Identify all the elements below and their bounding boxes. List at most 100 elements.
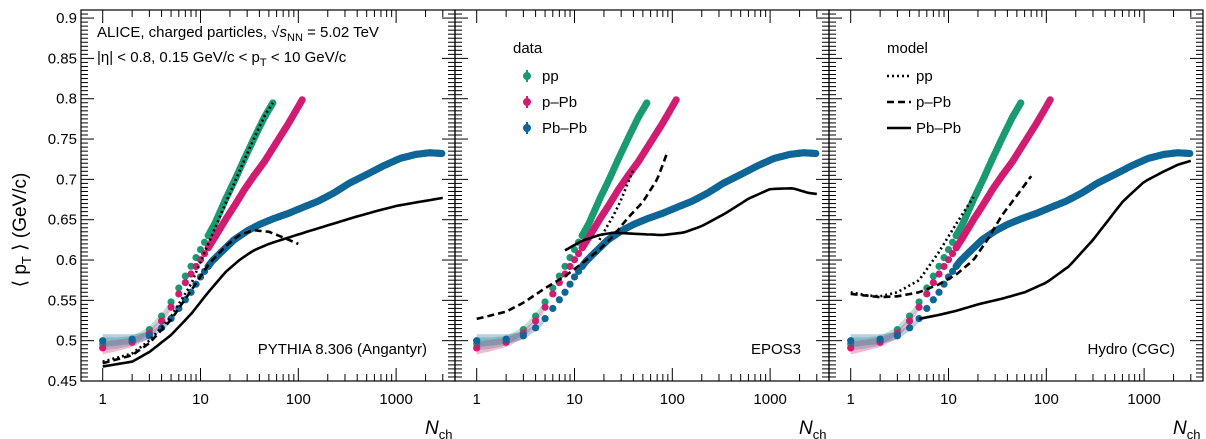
data-point-pp	[1017, 99, 1025, 107]
data-point-p–Pb	[940, 262, 948, 271]
data-point-pp	[181, 272, 189, 280]
x-axis-label: Nch	[1173, 418, 1200, 439]
data-point-Pb–Pb	[948, 267, 957, 275]
model-curve-p–Pb	[850, 175, 1033, 299]
data-point-Pb–Pb	[935, 288, 943, 296]
legend-label: Pb–Pb	[916, 120, 961, 137]
model-curve-Pb–Pb	[564, 186, 817, 252]
data-point-p–Pb	[157, 317, 166, 325]
x-axis-label-sub: ch	[439, 427, 453, 439]
model-curve-p–Pb	[476, 150, 670, 321]
x-axis-label: Nch	[799, 418, 826, 439]
x-tick-label: 1000	[379, 391, 412, 408]
panel-frame	[454, 9, 830, 382]
data-point-p–Pb	[549, 290, 557, 298]
legend-label: pp	[916, 68, 933, 85]
legend-model-title: model	[887, 40, 928, 57]
x-axis-label-sub: ch	[813, 427, 827, 439]
data-point-pp	[541, 298, 549, 306]
legend-label: p–Pb	[542, 94, 577, 111]
x-tick-label: 10	[192, 391, 209, 408]
data-point-Pb–Pb	[847, 337, 855, 345]
data-point-Pb–Pb	[531, 324, 540, 332]
uncertainty-band-pp	[102, 299, 172, 351]
data-point-Pb–Pb	[438, 149, 446, 158]
panel-label: PYTHIA 8.306 (Angantyr)	[258, 341, 427, 358]
uncertainty-band-pp	[476, 299, 546, 351]
y-tick-label: 0.85	[48, 50, 77, 67]
data-point-p–Pb	[574, 249, 583, 258]
uncertainty-band-Pb–Pb	[476, 316, 546, 348]
data-point-Pb–Pb	[541, 315, 549, 323]
uncertainty-band-p–Pb	[850, 304, 920, 355]
data-point-Pb–Pb	[570, 273, 579, 281]
model-curve-pp	[102, 102, 275, 363]
data-point-p–Pb	[167, 303, 175, 311]
data-point-Pb–Pb	[128, 335, 136, 343]
y-tick-label: 0.75	[48, 131, 77, 148]
data-point-Pb–Pb	[99, 337, 107, 345]
data-point-Pb–Pb	[519, 332, 527, 340]
data-point-Pb–Pb	[561, 288, 569, 296]
legend-marker	[523, 72, 531, 80]
data-point-p–Pb	[298, 96, 306, 104]
data-point-p–Pb	[541, 303, 549, 311]
data-point-p–Pb	[905, 317, 914, 325]
data-point-pp	[929, 272, 937, 280]
legend-marker	[523, 98, 531, 106]
legend-data-title: data	[513, 40, 543, 57]
data-point-Pb–Pb	[876, 335, 884, 343]
uncertainty-band-Pb–Pb	[850, 316, 920, 348]
x-tick-label: 1000	[1127, 391, 1160, 408]
data-point-Pb–Pb	[574, 267, 583, 275]
model-curve-Pb–Pb	[102, 196, 444, 368]
x-tick-label: 1	[473, 391, 481, 408]
legend-label: pp	[542, 68, 559, 85]
x-tick-label: 10	[566, 391, 583, 408]
y-tick-label: 0.6	[56, 252, 77, 269]
data-point-p–Pb	[99, 344, 107, 352]
data-point-p–Pb	[923, 290, 931, 298]
x-tick-label: 1	[847, 391, 855, 408]
model-curve-Pb–Pb	[918, 159, 1192, 321]
y-axis-label: ⟨ pT ⟩ (GeV/c)	[10, 173, 34, 288]
x-axis-label: Nch	[425, 418, 452, 439]
data-point-p–Pb	[181, 279, 189, 287]
collision-system-text: ALICE, charged particles, √sNN = 5.02 Te…	[97, 24, 379, 44]
y-tick-label: 0.5	[56, 333, 77, 350]
data-point-Pb–Pb	[502, 335, 510, 343]
x-tick-label: 1000	[753, 391, 786, 408]
x-axis-label-sub: ch	[1187, 427, 1201, 439]
panel-1: 1 10 100 1000 0.45 0.5 0.55 0.6 0.65 0.7 0.75 0.8 0.…	[48, 9, 456, 439]
x-tick-label: 10	[940, 391, 957, 408]
data-point-p–Pb	[915, 303, 923, 311]
data-point-Pb–Pb	[1186, 149, 1194, 158]
data-point-pp	[915, 298, 923, 306]
data-point-Pb–Pb	[473, 337, 481, 345]
y-tick-label: 0.7	[56, 171, 77, 188]
data-point-Pb–Pb	[812, 149, 820, 158]
data-point-p–Pb	[192, 262, 200, 271]
data-point-pp	[167, 298, 175, 306]
data-point-Pb–Pb	[555, 296, 563, 304]
y-tick-label: 0.8	[56, 91, 77, 108]
data-point-p–Pb	[566, 262, 574, 271]
kinematic-cuts-text: |η| < 0.8, 0.15 GeV/c < pT < 10 GeV/c	[97, 49, 347, 69]
data-point-p–Pb	[1046, 96, 1054, 104]
y-tick-label: 0.65	[48, 212, 77, 229]
data-point-p–Pb	[944, 256, 953, 264]
panel-3: 1 10 100 1000 Nch Hydro (CGC)	[828, 9, 1204, 439]
data-point-p–Pb	[948, 249, 957, 258]
data-point-p–Pb	[672, 96, 680, 104]
x-tick-label: 100	[660, 391, 685, 408]
legend-label: p–Pb	[916, 94, 951, 111]
data-point-Pb–Pb	[566, 280, 574, 288]
data-point-p–Pb	[935, 270, 943, 278]
x-tick-label: 100	[286, 391, 311, 408]
uncertainty-band-p–Pb	[476, 304, 546, 355]
uncertainty-band-pp	[850, 299, 920, 351]
y-tick-label: 0.9	[56, 10, 77, 27]
model-curve-pp	[598, 169, 635, 241]
legend-marker	[523, 124, 531, 132]
